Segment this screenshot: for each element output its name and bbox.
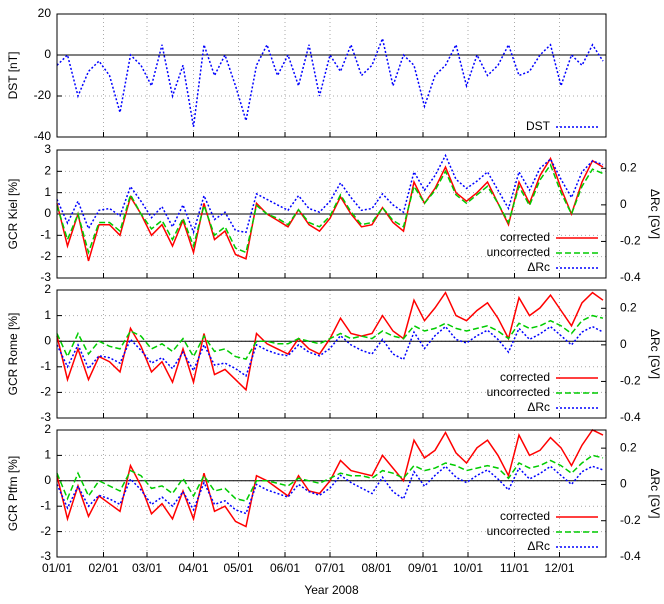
y2-tick-label: 0.2 — [620, 440, 637, 454]
legend-label: uncorrected — [487, 385, 550, 399]
y-tick-label: 0 — [44, 47, 51, 61]
y-tick-label: 0 — [44, 333, 51, 347]
legend-label: ΔRc — [527, 400, 550, 414]
y-tick-label: -2 — [40, 249, 51, 263]
x-tick-label: 09/01 — [408, 561, 438, 575]
y-tick-label: 0 — [44, 473, 51, 487]
y-axis-label: GCR Ptfm [%] — [6, 456, 20, 531]
data-line — [56, 163, 604, 255]
y2-axis-label: ΔRc [GV] — [648, 329, 662, 379]
y-tick-label: -1 — [40, 228, 51, 242]
y-tick-label: 20 — [38, 6, 52, 20]
y-tick-label: 1 — [44, 308, 51, 322]
x-tick-label: 05/01 — [223, 561, 253, 575]
y2-tick-label: -0.2 — [620, 234, 641, 248]
legend-label: uncorrected — [487, 524, 550, 538]
y2-tick-label: -0.4 — [620, 270, 641, 284]
data-line — [56, 454, 604, 502]
y-tick-label: 2 — [44, 282, 51, 296]
y-axis-label: DST [nT] — [6, 52, 20, 100]
y-axis-label: GCR Rome [%] — [6, 313, 20, 396]
legend-label: uncorrected — [487, 245, 550, 259]
plot-frame — [56, 289, 607, 419]
x-tick-label: 08/01 — [361, 561, 391, 575]
y-tick-label: 1 — [44, 448, 51, 462]
y-tick-label: -20 — [34, 88, 52, 102]
y2-axis-label: ΔRc [GV] — [648, 189, 662, 239]
y2-tick-label: 0 — [620, 337, 627, 351]
y-tick-label: 2 — [44, 164, 51, 178]
y-tick-label: 0 — [44, 206, 51, 220]
legend-label: corrected — [500, 509, 550, 523]
x-tick-label: 02/01 — [88, 561, 118, 575]
y2-tick-label: 0.2 — [620, 300, 637, 314]
data-line — [56, 429, 604, 528]
legend-label: DST — [526, 119, 551, 133]
data-line — [56, 156, 604, 262]
data-line — [56, 153, 604, 235]
y2-tick-label: 0.2 — [620, 160, 637, 174]
y2-tick-label: -0.4 — [620, 410, 641, 424]
y-tick-label: -1 — [40, 359, 51, 373]
x-tick-label: 03/01 — [132, 561, 162, 575]
plot-frame — [56, 429, 607, 558]
legend-label: corrected — [500, 230, 550, 244]
x-tick-label: 07/01 — [315, 561, 345, 575]
y-tick-label: -1 — [40, 498, 51, 512]
y-tick-label: -2 — [40, 385, 51, 399]
y-tick-label: 2 — [44, 422, 51, 436]
plot-frame — [56, 149, 607, 279]
x-axis-label: Year 2008 — [304, 583, 359, 597]
y-axis-label: GCR Kiel [%] — [6, 179, 20, 250]
data-line — [56, 325, 604, 378]
y-tick-label: 1 — [44, 185, 51, 199]
y2-tick-label: -0.2 — [620, 374, 641, 388]
data-line — [56, 314, 604, 360]
y2-tick-label: 0 — [620, 477, 627, 491]
y2-tick-label: -0.4 — [620, 549, 641, 563]
y-tick-label: -3 — [40, 410, 51, 424]
y2-axis-label: ΔRc [GV] — [648, 468, 662, 518]
y2-tick-label: 0 — [620, 197, 627, 211]
x-tick-label: 06/01 — [270, 561, 300, 575]
data-line — [56, 465, 604, 515]
x-tick-label: 10/01 — [453, 561, 483, 575]
x-tick-label: 12/01 — [544, 561, 574, 575]
x-tick-label: 04/01 — [178, 561, 208, 575]
y-tick-label: 3 — [44, 142, 51, 156]
y-tick-label: -3 — [40, 270, 51, 284]
y-tick-label: -40 — [34, 129, 52, 143]
data-line — [56, 36, 604, 127]
x-tick-label: 11/01 — [500, 561, 529, 575]
legend-label: ΔRc — [527, 539, 550, 553]
x-tick-label: 01/01 — [42, 561, 72, 575]
plot-frame — [56, 13, 607, 138]
y2-tick-label: -0.2 — [620, 513, 641, 527]
legend-label: corrected — [500, 370, 550, 384]
y-tick-label: -2 — [40, 524, 51, 538]
y-tick-label: -3 — [40, 549, 51, 563]
legend-label: ΔRc — [527, 260, 550, 274]
